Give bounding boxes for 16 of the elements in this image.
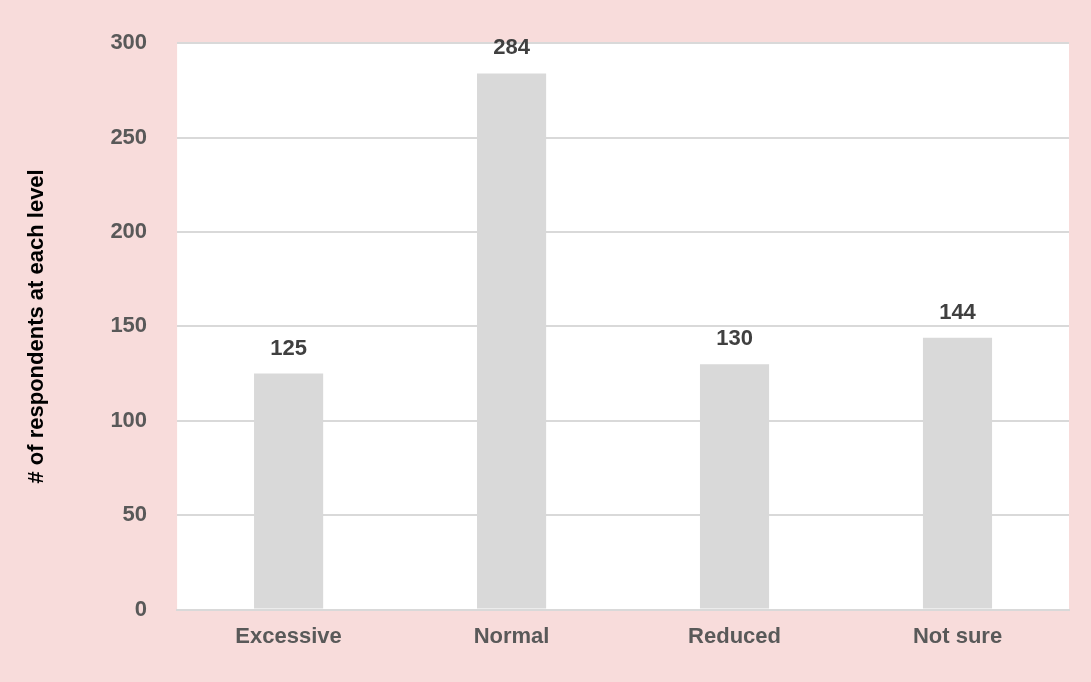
x-tick-label: Not sure [912, 622, 1003, 648]
data-label: 284 [493, 34, 531, 60]
data-label: 125 [270, 334, 307, 360]
y-tick-label: 0 [134, 595, 148, 621]
data-label: 130 [716, 325, 753, 351]
y-tick-label: 200 [110, 218, 148, 244]
x-tick-label: Normal [473, 622, 550, 648]
y-tick-label: 100 [110, 406, 148, 432]
data-label: 144 [939, 298, 977, 324]
x-tick-label: Excessive [235, 622, 342, 648]
y-tick-label: 150 [110, 312, 148, 338]
y-tick-label: 300 [110, 29, 148, 55]
y-tick-label: 50 [122, 501, 148, 527]
y-tick-label: 250 [110, 123, 148, 149]
x-tick-label: Reduced [688, 622, 781, 648]
y-axis-title: # of respondents at each level [23, 169, 49, 484]
